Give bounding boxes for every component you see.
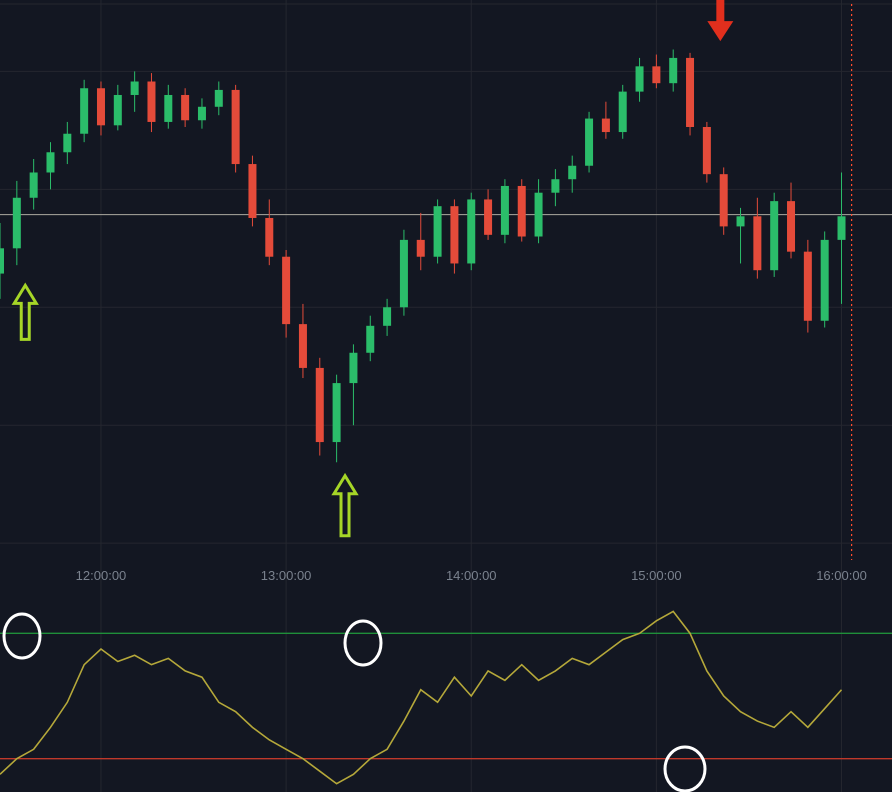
- trading-chart[interactable]: 12:00:00 13:00:00 14:00:00 15:00:00 16:00:00: [0, 0, 892, 792]
- svg-text:12:00:00: 12:00:00: [76, 568, 127, 583]
- svg-text:16:00:00: 16:00:00: [816, 568, 867, 583]
- svg-text:15:00:00: 15:00:00: [631, 568, 682, 583]
- chart-canvas[interactable]: 12:00:00 13:00:00 14:00:00 15:00:00 16:00:00: [0, 0, 892, 792]
- svg-text:14:00:00: 14:00:00: [446, 568, 497, 583]
- svg-text:13:00:00: 13:00:00: [261, 568, 312, 583]
